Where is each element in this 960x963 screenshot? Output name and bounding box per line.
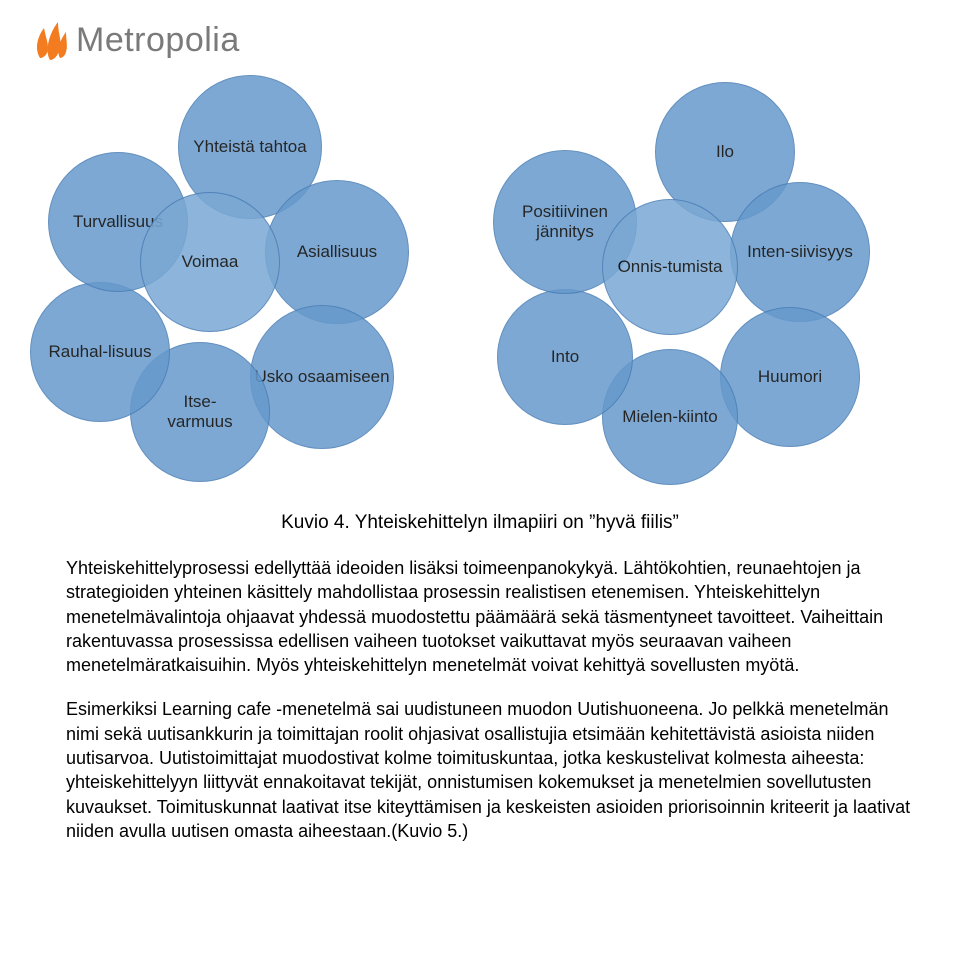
body-text: Yhteiskehittelyprosessi edellyttää ideoi… xyxy=(0,556,960,893)
venn-circle: Usko osaamiseen xyxy=(250,305,394,449)
venn-circle-label: Onnis-tumista xyxy=(618,257,723,277)
cluster-left: Yhteistä tahtoa Asiallisuus Usko osaamisee… xyxy=(40,92,440,492)
logo-flame-icon xyxy=(30,18,70,62)
venn-circle-label: Into xyxy=(551,347,579,367)
figure-caption: Kuvio 4. Yhteiskehittelyn ilmapiiri on ”… xyxy=(0,512,960,534)
venn-circle-label: Ilo xyxy=(716,142,734,162)
logo: Metropolia xyxy=(0,0,960,62)
paragraph: Esimerkiksi Learning cafe -menetelmä sai… xyxy=(66,697,912,843)
venn-circle: Onnis-tumista xyxy=(602,199,738,335)
venn-circle: Huumori xyxy=(720,307,860,447)
venn-circle-label: Voimaa xyxy=(182,252,239,272)
venn-circle: Asiallisuus xyxy=(265,180,409,324)
venn-circle-label: Rauhal-lisuus xyxy=(49,342,152,362)
paragraph: Yhteiskehittelyprosessi edellyttää ideoi… xyxy=(66,556,912,677)
venn-circle-label: Inten-siivisyys xyxy=(747,242,853,262)
venn-circle-label: Mielen-kiinto xyxy=(622,407,717,427)
venn-circle: Inten-siivisyys xyxy=(730,182,870,322)
venn-circle: Voimaa xyxy=(140,192,280,332)
logo-text: Metropolia xyxy=(76,21,240,60)
venn-circle-label: Yhteistä tahtoa xyxy=(193,137,306,157)
venn-circle: Into xyxy=(497,289,633,425)
venn-circle: Rauhal-lisuus xyxy=(30,282,170,422)
cluster-right: Ilo Inten-siivisyys Huumori Mielen-kiinto In… xyxy=(500,92,900,492)
venn-circle-label: Itse-varmuus xyxy=(167,392,232,431)
venn-diagrams: Yhteistä tahtoa Asiallisuus Usko osaamisee… xyxy=(0,62,960,502)
venn-circle-label: Usko osaamiseen xyxy=(254,367,389,387)
venn-circle-label: Asiallisuus xyxy=(297,242,377,262)
venn-circle-label: Huumori xyxy=(758,367,822,387)
